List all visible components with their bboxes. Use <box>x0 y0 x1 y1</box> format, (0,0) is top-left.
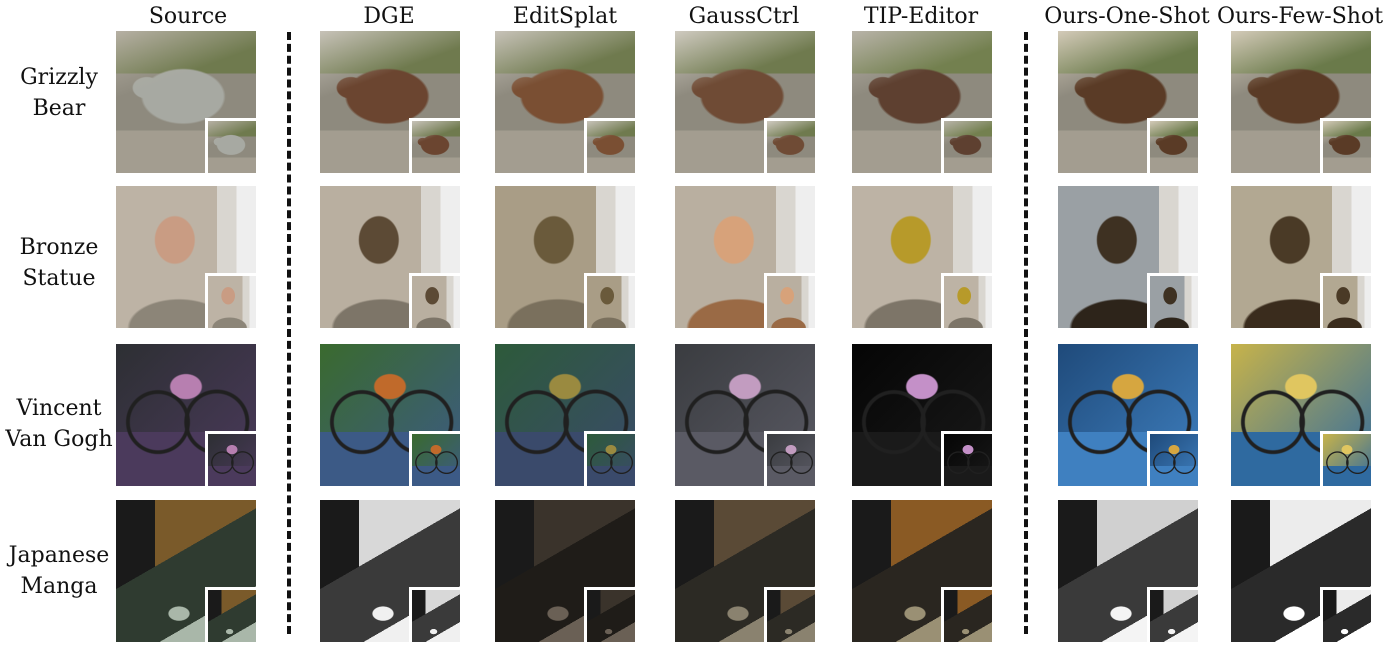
inset-view-image <box>409 273 460 328</box>
image-bear-dge <box>320 31 460 173</box>
header-dge: DGE <box>363 4 415 29</box>
inset-view-image <box>764 431 815 486</box>
image-manga-gaussctrl <box>675 500 815 642</box>
row-label-grizzly-bear: Grizzly Bear <box>0 62 118 124</box>
inset-view-image <box>205 118 256 173</box>
inset-view-image <box>1320 273 1371 328</box>
row-label-japanese-manga: Japanese Manga <box>0 540 118 602</box>
image-bear-gaussctrl <box>675 31 815 173</box>
inset-view-image <box>409 431 460 486</box>
inset-view-image <box>1320 587 1371 642</box>
image-vangogh-editsplat <box>495 344 635 486</box>
image-bear-tip <box>852 31 992 173</box>
inset-view-image <box>584 118 635 173</box>
image-bear-one <box>1058 31 1198 173</box>
image-manga-one <box>1058 500 1198 642</box>
inset-view-image <box>1147 587 1198 642</box>
row-label-line: Van Gogh <box>5 427 113 452</box>
inset-view-image <box>1147 273 1198 328</box>
inset-view-image <box>764 273 815 328</box>
inset-view-image <box>941 431 992 486</box>
inset-view-image <box>584 431 635 486</box>
inset-view-image <box>941 273 992 328</box>
inset-view-image <box>205 273 256 328</box>
image-bear-source <box>116 31 256 173</box>
row-label-bronze-statue: Bronze Statue <box>0 232 118 294</box>
row-label-line: Bear <box>32 96 86 121</box>
inset-view-image <box>941 587 992 642</box>
image-vangogh-gaussctrl <box>675 344 815 486</box>
image-bronze-editsplat <box>495 186 635 328</box>
image-manga-editsplat <box>495 500 635 642</box>
inset-view-image <box>764 118 815 173</box>
image-bronze-gaussctrl <box>675 186 815 328</box>
image-bear-few <box>1231 31 1371 173</box>
image-bear-editsplat <box>495 31 635 173</box>
image-bronze-tip <box>852 186 992 328</box>
inset-view-image <box>584 587 635 642</box>
inset-view-image <box>409 587 460 642</box>
inset-view-image <box>764 587 815 642</box>
header-tip-editor: TIP-Editor <box>863 4 979 29</box>
row-label-line: Manga <box>20 574 98 599</box>
header-ours-few-shot: Ours-Few-Shot <box>1216 4 1384 29</box>
row-label-line: Statue <box>22 266 96 291</box>
row-label-line: Bronze <box>19 235 99 260</box>
image-bronze-source <box>116 186 256 328</box>
row-label-line: Grizzly <box>20 65 98 90</box>
inset-view-image <box>1147 431 1198 486</box>
image-vangogh-tip <box>852 344 992 486</box>
inset-view-image <box>205 431 256 486</box>
inset-view-image <box>409 118 460 173</box>
row-label-vincent-van-gogh: Vincent Van Gogh <box>0 393 118 455</box>
image-vangogh-dge <box>320 344 460 486</box>
image-manga-few <box>1231 500 1371 642</box>
header-gaussctrl: GaussCtrl <box>688 4 800 29</box>
image-bronze-one <box>1058 186 1198 328</box>
inset-view-image <box>205 587 256 642</box>
image-manga-dge <box>320 500 460 642</box>
image-manga-source <box>116 500 256 642</box>
row-label-line: Vincent <box>16 396 102 421</box>
header-source: Source <box>148 4 228 29</box>
inset-view-image <box>1147 118 1198 173</box>
image-vangogh-source <box>116 344 256 486</box>
inset-view-image <box>1320 118 1371 173</box>
image-vangogh-few <box>1231 344 1371 486</box>
inset-view-image <box>1320 431 1371 486</box>
divider-source-methods <box>287 32 291 634</box>
image-manga-tip <box>852 500 992 642</box>
divider-baselines-ours <box>1024 32 1028 634</box>
inset-view-image <box>584 273 635 328</box>
row-label-line: Japanese <box>8 543 110 568</box>
image-bronze-few <box>1231 186 1371 328</box>
header-ours-one-shot: Ours-One-Shot <box>1044 4 1210 29</box>
header-editsplat: EditSplat <box>512 4 618 29</box>
inset-view-image <box>941 118 992 173</box>
image-bronze-dge <box>320 186 460 328</box>
image-vangogh-one <box>1058 344 1198 486</box>
